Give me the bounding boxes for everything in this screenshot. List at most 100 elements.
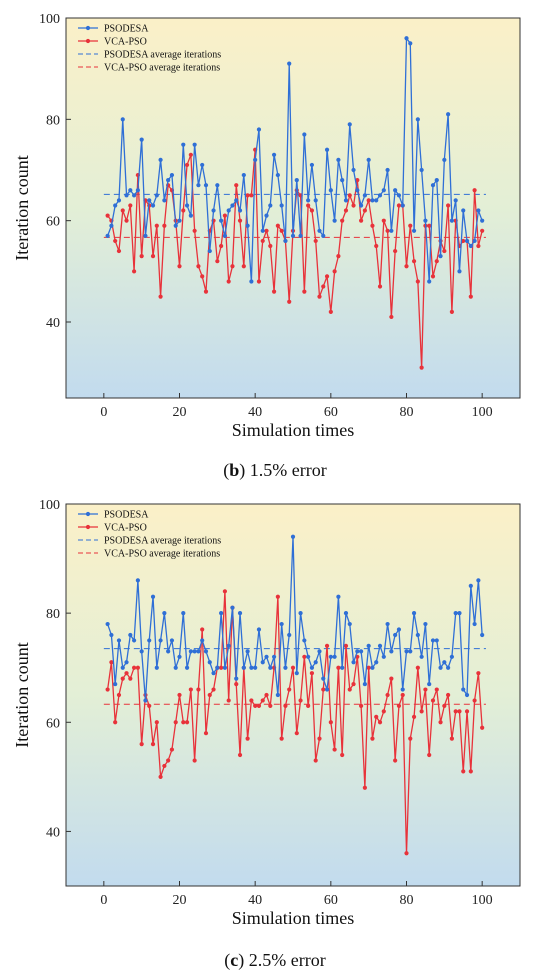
point-psodesa-c bbox=[343, 611, 349, 616]
y-axis-title-b: Iteration count bbox=[12, 155, 32, 260]
point-vca-pso-c bbox=[449, 736, 454, 741]
legend-b-0-label: PSODESA bbox=[104, 24, 149, 35]
point-vca-pso-b bbox=[279, 228, 284, 233]
point-vca-pso-b bbox=[105, 213, 110, 218]
caption-c-text: 2.5% error bbox=[248, 950, 326, 970]
point-psodesa-b bbox=[480, 218, 485, 223]
point-vca-pso-b bbox=[385, 228, 390, 233]
point-psodesa-b bbox=[377, 193, 383, 198]
point-vca-pso-c bbox=[472, 698, 477, 703]
point-vca-pso-c bbox=[294, 731, 299, 736]
point-vca-pso-b bbox=[241, 264, 246, 269]
point-vca-pso-b bbox=[128, 203, 133, 208]
point-vca-pso-b bbox=[347, 193, 352, 198]
point-psodesa-c bbox=[143, 698, 148, 703]
point-psodesa-c bbox=[249, 665, 254, 670]
point-psodesa-c bbox=[211, 671, 216, 676]
y-tick-label-b: 100 bbox=[39, 12, 60, 27]
point-psodesa-c bbox=[362, 681, 367, 687]
point-psodesa-c bbox=[374, 660, 379, 665]
point-psodesa-c bbox=[271, 654, 277, 659]
x-tick-label-c: 60 bbox=[324, 893, 338, 908]
point-vca-pso-c bbox=[113, 720, 118, 725]
point-psodesa-c bbox=[162, 611, 167, 616]
point-psodesa-c bbox=[472, 621, 477, 627]
legend-c-2-label: PSODESA average iterations bbox=[104, 536, 221, 547]
point-psodesa-c bbox=[359, 649, 364, 654]
point-psodesa-c bbox=[234, 676, 239, 681]
point-vca-pso-c bbox=[200, 627, 205, 632]
point-psodesa-b bbox=[181, 142, 186, 147]
point-psodesa-b bbox=[143, 233, 148, 238]
point-vca-pso-c bbox=[184, 720, 190, 725]
x-tick-label-c: 0 bbox=[100, 893, 107, 908]
point-vca-pso-c bbox=[480, 725, 485, 730]
point-vca-pso-b bbox=[396, 203, 402, 208]
point-psodesa-b bbox=[476, 208, 481, 213]
caption-c-letter: c bbox=[230, 950, 239, 970]
point-psodesa-c bbox=[381, 654, 386, 659]
point-vca-pso-b bbox=[411, 259, 417, 264]
point-psodesa-c bbox=[120, 665, 125, 670]
point-psodesa-b bbox=[222, 233, 227, 238]
point-psodesa-c bbox=[154, 665, 159, 670]
point-psodesa-b bbox=[173, 223, 178, 228]
point-psodesa-b bbox=[404, 36, 409, 41]
point-vca-pso-c bbox=[347, 687, 352, 692]
point-psodesa-b bbox=[355, 188, 360, 193]
point-vca-pso-c bbox=[393, 758, 398, 763]
point-vca-pso-b bbox=[359, 218, 364, 223]
point-vca-pso-c bbox=[256, 703, 262, 709]
point-psodesa-b bbox=[446, 112, 451, 117]
point-vca-pso-b bbox=[442, 248, 447, 254]
point-vca-pso-b bbox=[321, 284, 326, 289]
point-psodesa-b bbox=[324, 147, 330, 152]
point-psodesa-c bbox=[264, 654, 269, 659]
point-vca-pso-b bbox=[340, 218, 345, 223]
point-vca-pso-c bbox=[109, 660, 114, 665]
point-vca-pso-c bbox=[222, 589, 227, 594]
point-psodesa-b bbox=[302, 132, 307, 137]
point-psodesa-b bbox=[328, 188, 333, 193]
point-psodesa-c bbox=[461, 687, 466, 692]
point-psodesa-b bbox=[166, 178, 171, 183]
point-psodesa-c bbox=[222, 665, 227, 670]
point-vca-pso-c bbox=[415, 665, 420, 670]
point-psodesa-c bbox=[226, 643, 231, 648]
point-vca-pso-c bbox=[120, 676, 125, 681]
point-vca-pso-c bbox=[154, 720, 159, 725]
y-tick-label-c: 80 bbox=[46, 607, 60, 622]
point-psodesa-c bbox=[438, 665, 443, 670]
legend-b-1-marker bbox=[85, 38, 91, 44]
point-psodesa-c bbox=[309, 665, 315, 670]
point-vca-pso-b bbox=[389, 314, 394, 320]
point-psodesa-c bbox=[423, 621, 428, 627]
point-vca-pso-b bbox=[256, 279, 262, 284]
point-psodesa-b bbox=[147, 198, 152, 203]
point-psodesa-b bbox=[472, 238, 477, 244]
point-vca-pso-c bbox=[404, 851, 409, 856]
point-vca-pso-c bbox=[290, 665, 296, 670]
point-vca-pso-b bbox=[184, 162, 190, 168]
point-vca-pso-b bbox=[268, 243, 273, 249]
point-psodesa-c bbox=[306, 654, 311, 659]
point-vca-pso-b bbox=[309, 208, 315, 213]
x-tick-label-b: 0 bbox=[100, 405, 107, 420]
point-psodesa-b bbox=[150, 203, 156, 208]
point-vca-pso-c bbox=[476, 671, 481, 676]
point-psodesa-b bbox=[128, 188, 133, 193]
point-vca-pso-b bbox=[374, 243, 379, 249]
point-psodesa-c bbox=[446, 665, 451, 670]
point-psodesa-c bbox=[253, 665, 258, 670]
point-vca-pso-b bbox=[472, 188, 477, 193]
point-psodesa-b bbox=[366, 157, 371, 162]
point-psodesa-b bbox=[438, 254, 443, 259]
x-tick-label-b: 80 bbox=[400, 405, 414, 420]
point-psodesa-c bbox=[336, 594, 341, 599]
point-psodesa-b bbox=[245, 223, 250, 228]
point-psodesa-c bbox=[275, 692, 280, 698]
point-vca-pso-c bbox=[150, 742, 156, 747]
point-psodesa-c bbox=[230, 605, 235, 610]
point-vca-pso-c bbox=[321, 687, 326, 692]
point-psodesa-c bbox=[158, 638, 163, 643]
